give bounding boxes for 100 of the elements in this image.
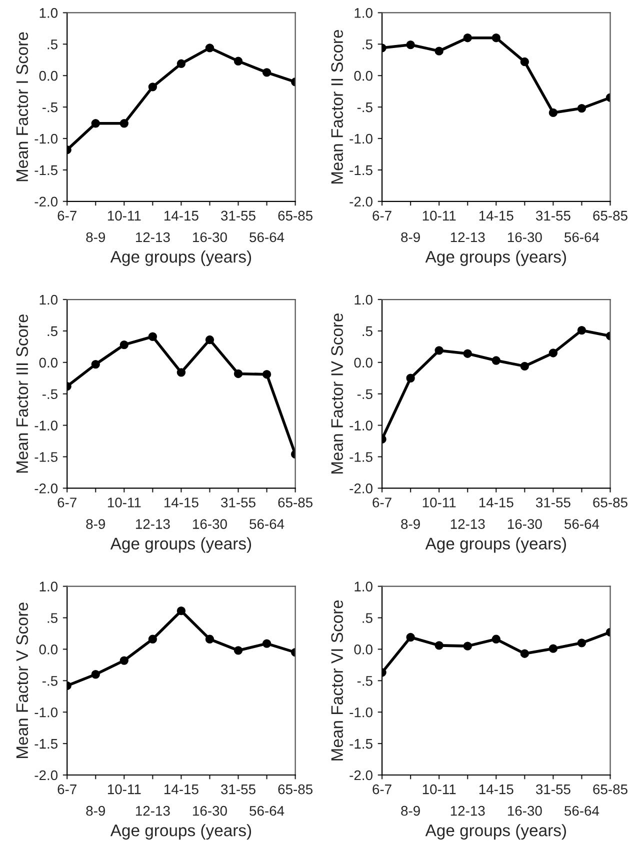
point	[234, 369, 243, 378]
y-tick-label: .5	[48, 326, 58, 336]
point	[548, 644, 558, 653]
point	[406, 374, 415, 382]
point	[577, 638, 586, 648]
y-tick-label: -2.0	[350, 484, 372, 494]
x-tick-label: 56-64	[564, 232, 600, 242]
y-axis-title: Mean Factor I Score	[16, 32, 28, 182]
x-tick-label: 10-11	[422, 784, 456, 794]
x-tick-label: 16-30	[193, 519, 227, 529]
x-tick-label: 12-13	[450, 519, 485, 529]
point	[492, 356, 500, 365]
y-tick-label: -1.5	[350, 452, 372, 462]
point	[434, 641, 444, 650]
point	[234, 56, 243, 66]
y-tick-label: -.5	[42, 102, 58, 112]
x-tick-label: 6-7	[58, 210, 76, 221]
x-axis-title: Age groups (years)	[110, 824, 252, 840]
x-tick-label: 14-15	[479, 210, 514, 221]
x-tick-label: 14-15	[164, 210, 198, 221]
point	[406, 632, 415, 642]
y-tick-label: 1.0	[40, 582, 58, 592]
point	[120, 119, 128, 128]
x-tick-label: 12-13	[450, 232, 485, 242]
x-tick-label: 12-13	[136, 232, 170, 242]
x-tick-label: 10-11	[422, 498, 456, 508]
point	[548, 108, 558, 118]
point	[406, 40, 415, 50]
x-tick-label: 31-55	[221, 498, 256, 508]
y-tick-label: -.5	[357, 676, 372, 686]
y-tick-label: -1.0	[34, 134, 58, 144]
point	[434, 346, 444, 355]
x-tick-label: 10-11	[108, 498, 141, 508]
x-tick-label: 8-9	[401, 232, 420, 242]
y-tick-label: -2.0	[350, 770, 372, 780]
y-tick-label: -.5	[42, 676, 58, 686]
point	[577, 104, 586, 113]
x-tick-label: 31-55	[536, 784, 570, 794]
x-tick-label: 10-11	[108, 210, 141, 221]
y-axis-title: Mean Factor II Score	[331, 30, 343, 184]
y-tick-label: .5	[48, 40, 58, 50]
y-tick-label: -1.5	[34, 739, 58, 749]
y-tick-label: -2.0	[34, 770, 58, 780]
y-tick-label: -.5	[357, 389, 372, 400]
point	[91, 360, 100, 369]
y-tick-label: 0.0	[354, 358, 372, 368]
x-axis-title: Age groups (years)	[425, 537, 566, 553]
point	[463, 34, 472, 42]
x-tick-label: 16-30	[193, 232, 227, 242]
point	[520, 649, 530, 658]
y-tick-label: 1.0	[40, 8, 58, 18]
y-axis-title: Mean Factor V Score	[16, 602, 28, 758]
x-tick-label: 16-30	[508, 232, 542, 242]
x-tick-label: 65-85	[593, 784, 628, 794]
y-tick-label: .5	[362, 40, 372, 50]
y-tick-label: -1.5	[350, 165, 372, 176]
point	[120, 340, 128, 350]
x-tick-label: 10-11	[422, 210, 456, 221]
x-tick-label: 10-11	[108, 784, 141, 794]
y-tick-label: 0.0	[39, 70, 58, 81]
x-tick-label: 8-9	[86, 806, 105, 816]
x-tick-label: 56-64	[564, 806, 600, 816]
y-tick-label: -2.0	[350, 196, 372, 207]
y-tick-label: -2.0	[34, 196, 58, 207]
y-tick-label: .5	[48, 613, 58, 623]
x-tick-label: 65-85	[593, 498, 628, 508]
point	[148, 82, 158, 92]
y-tick-label: -1.0	[350, 420, 372, 430]
y-tick-label: 1.0	[354, 294, 372, 305]
x-tick-label: 16-30	[508, 806, 542, 816]
x-tick-label: 8-9	[401, 519, 420, 529]
x-tick-label: 31-55	[221, 784, 256, 794]
x-tick-label: 8-9	[86, 519, 105, 529]
x-tick-label: 16-30	[193, 806, 227, 816]
x-tick-label: 65-85	[278, 498, 312, 508]
point	[234, 646, 243, 655]
y-tick-label: 0.0	[354, 70, 372, 81]
point	[176, 606, 186, 616]
y-tick-label: .5	[362, 613, 372, 623]
y-tick-label: 0.0	[39, 644, 58, 654]
y-tick-label: 1.0	[354, 582, 372, 592]
point	[205, 634, 214, 644]
y-tick-label: 0.0	[39, 358, 58, 368]
x-tick-label: 65-85	[278, 210, 312, 221]
y-tick-label: -1.5	[34, 165, 58, 176]
y-tick-label: 1.0	[354, 8, 372, 18]
point	[176, 59, 186, 68]
x-tick-label: 65-85	[278, 784, 312, 794]
x-tick-label: 14-15	[164, 498, 198, 508]
point	[463, 349, 472, 358]
point	[148, 634, 158, 644]
y-tick-label: -1.0	[34, 420, 58, 430]
x-tick-label: 65-85	[593, 210, 628, 221]
point	[492, 634, 500, 644]
y-tick-label: -1.0	[34, 707, 58, 718]
point	[91, 119, 100, 128]
y-tick-label: -1.5	[350, 739, 372, 749]
point	[148, 332, 158, 341]
point	[463, 642, 472, 650]
point	[520, 362, 530, 371]
